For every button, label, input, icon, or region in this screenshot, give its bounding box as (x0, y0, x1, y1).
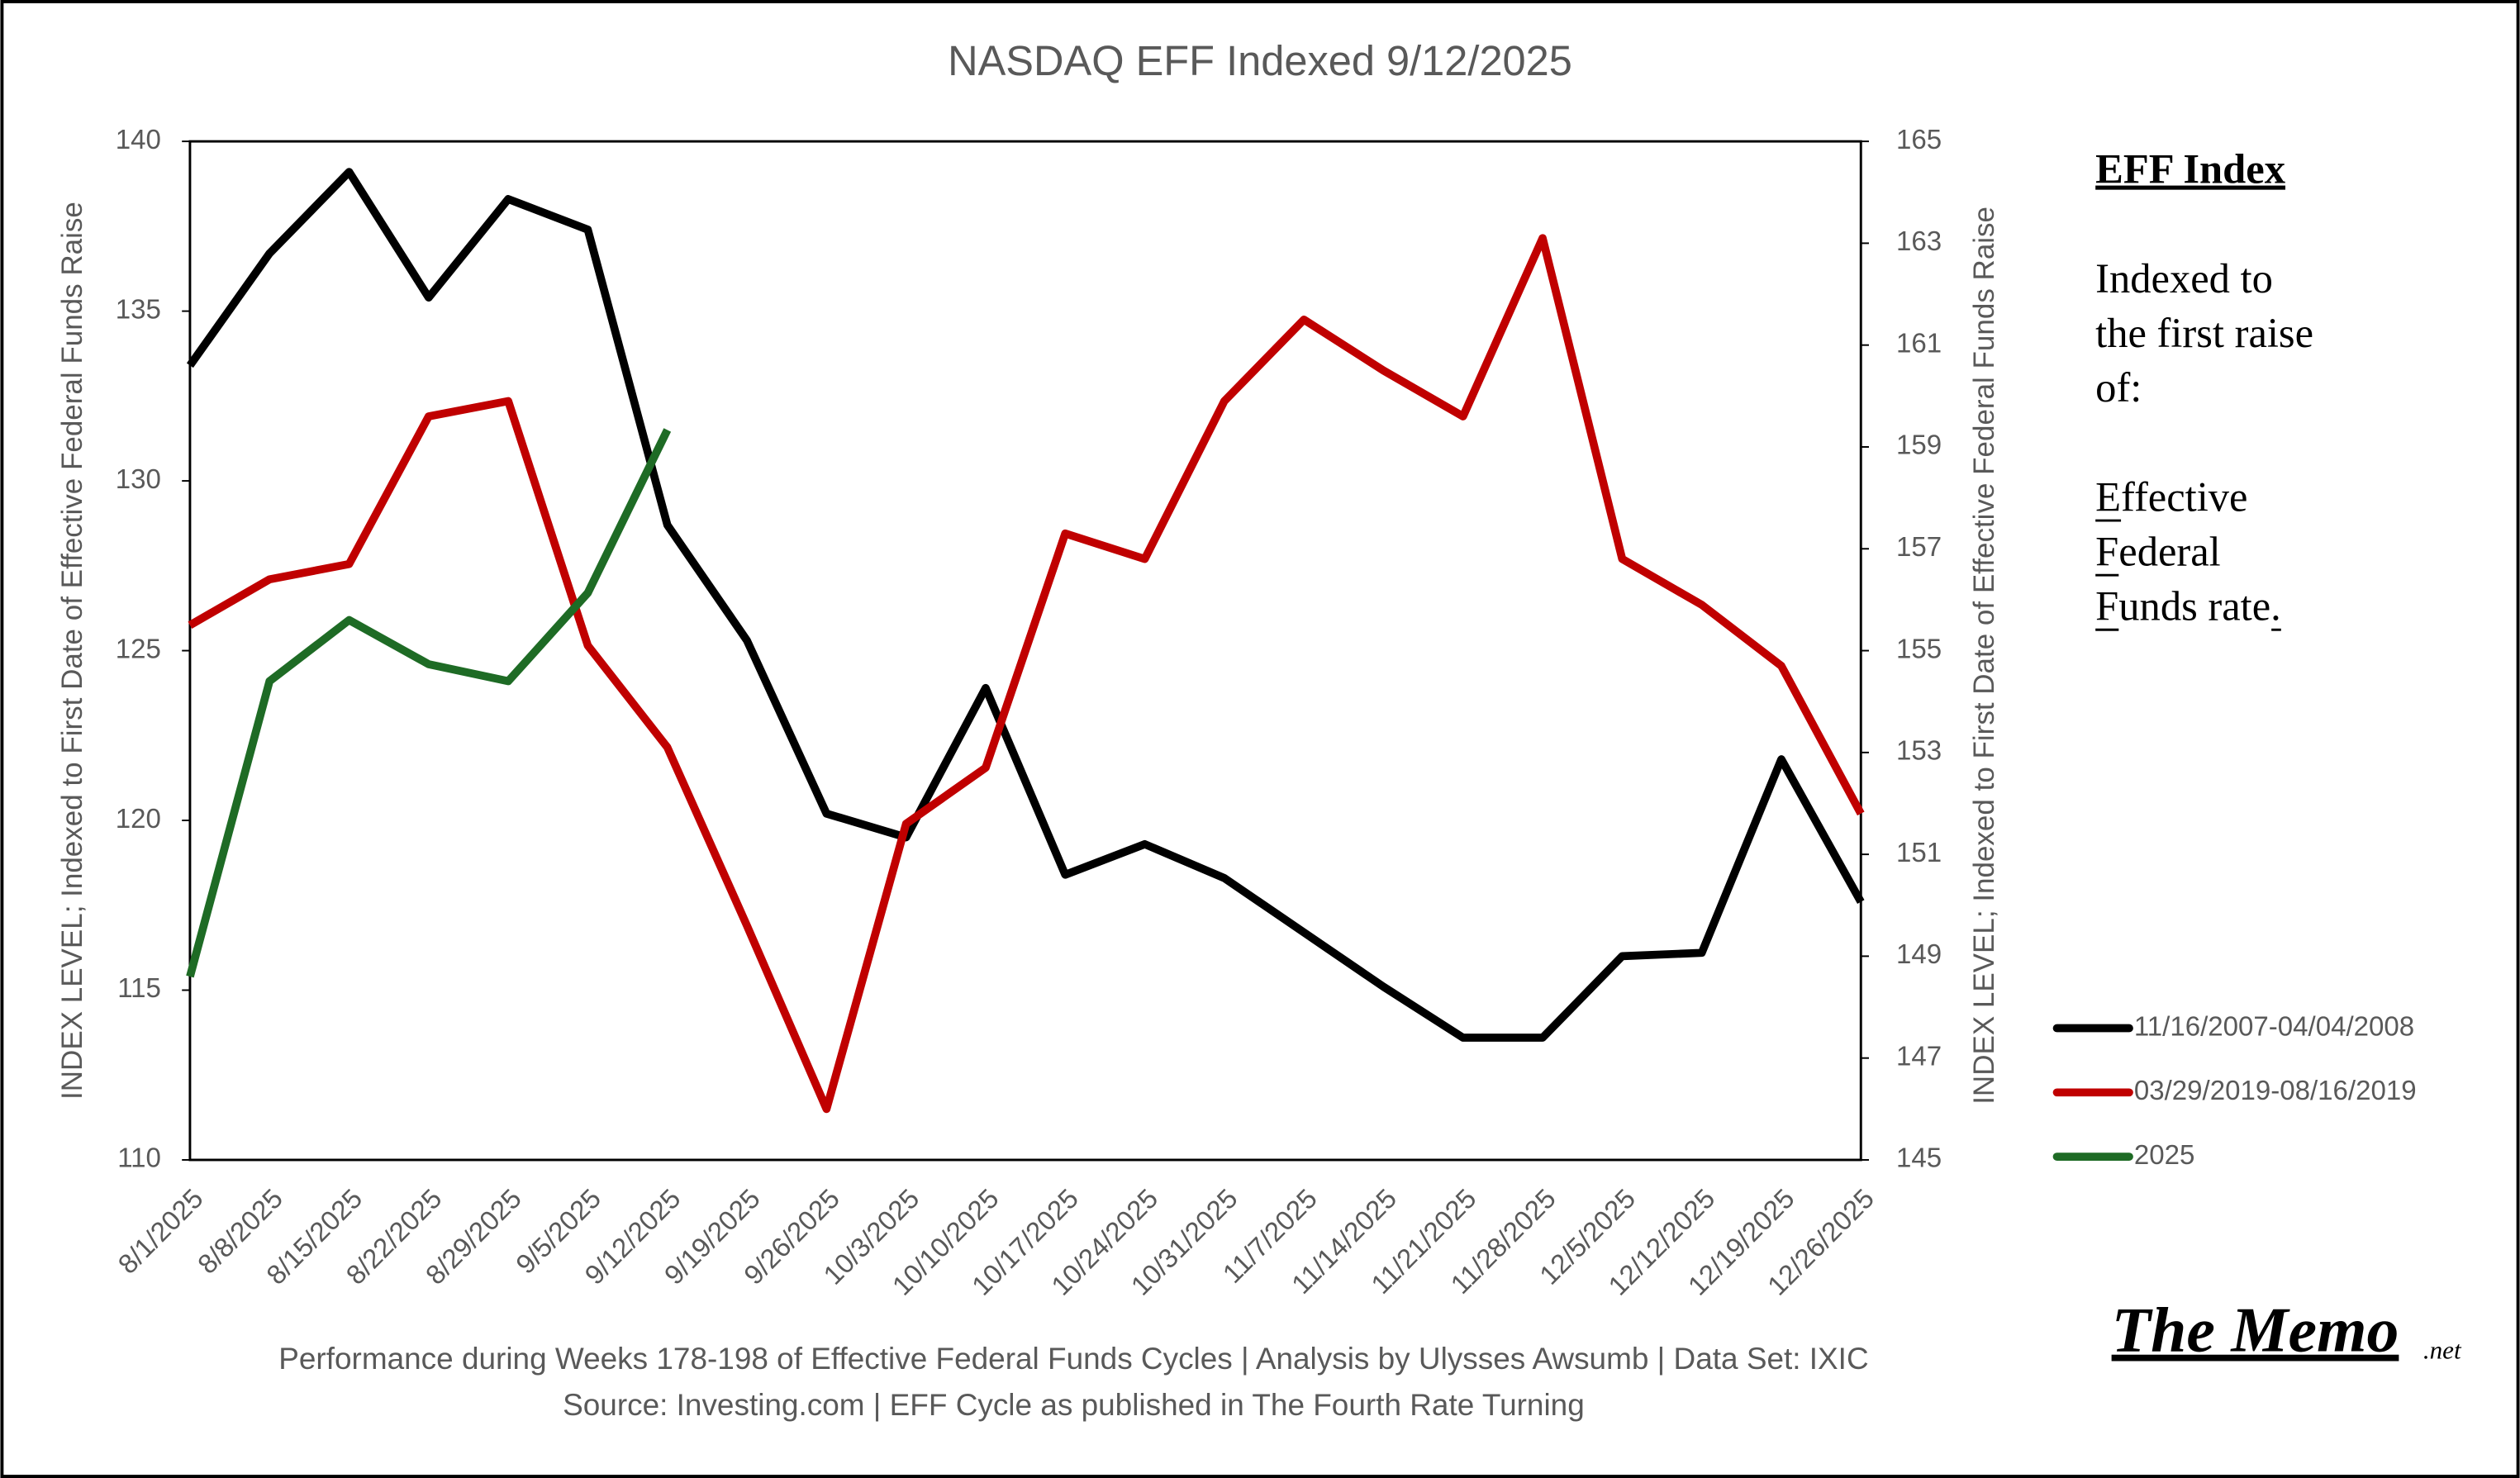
side-line: Effective (2095, 473, 2247, 520)
logo: The Memo (2112, 1295, 2399, 1366)
y-tick-label: 120 (116, 804, 161, 834)
y-axis-label: INDEX LEVEL; Indexed to First Date of Ef… (56, 202, 88, 1100)
line (186, 428, 672, 978)
y2-tick-label: 165 (1896, 125, 1942, 155)
side-line: the first raise (2095, 310, 2313, 356)
logo-suffix: .net (2423, 1335, 2462, 1364)
side-line: Federal (2095, 528, 2221, 574)
legend-label: 2025 (2134, 1140, 2195, 1171)
y2-tick-label: 145 (1896, 1143, 1942, 1174)
line (186, 168, 1865, 1042)
y-tick-label: 115 (117, 973, 161, 1004)
y-tick-label: 135 (116, 294, 161, 325)
y-tick-label: 125 (116, 634, 161, 664)
line (188, 234, 1865, 1114)
side-title: EFF Index (2095, 146, 2285, 192)
y-tick-label: 110 (117, 1143, 161, 1174)
side-line: Funds rate. (2095, 583, 2281, 630)
y-tick-label: 130 (116, 464, 161, 495)
y2-tick-label: 147 (1896, 1041, 1942, 1072)
legend-label: 11/16/2007-04/04/2008 (2134, 1011, 2414, 1042)
legend-label: 03/29/2019-08/16/2019 (2134, 1076, 2417, 1106)
y2-tick-label: 161 (1896, 328, 1942, 359)
y2-tick-label: 151 (1896, 838, 1942, 868)
y2-tick-label: 149 (1896, 939, 1942, 970)
y2-tick-label: 163 (1896, 226, 1942, 257)
y2-tick-label: 155 (1896, 634, 1942, 664)
y2-axis-label: INDEX LEVEL; Indexed to First Date of Ef… (1968, 207, 2000, 1105)
side-text: Indexed to the first raise of: Effective Fed… (2095, 255, 2313, 631)
y-tick-label: 140 (116, 125, 161, 155)
footer: Source: Investing.com | EFF Cycle as pub… (563, 1388, 1585, 1422)
side-line: Indexed to (2095, 255, 2273, 302)
side-line: of: (2095, 364, 2142, 411)
footer: Performance during Weeks 178-198 of Effe… (278, 1342, 1868, 1376)
y2-tick-label: 157 (1896, 532, 1942, 563)
y2-tick-label: 159 (1896, 430, 1942, 461)
chart-title: NASDAQ EFF Indexed 9/12/2025 (948, 37, 1572, 84)
y2-tick-label: 153 (1896, 736, 1942, 767)
